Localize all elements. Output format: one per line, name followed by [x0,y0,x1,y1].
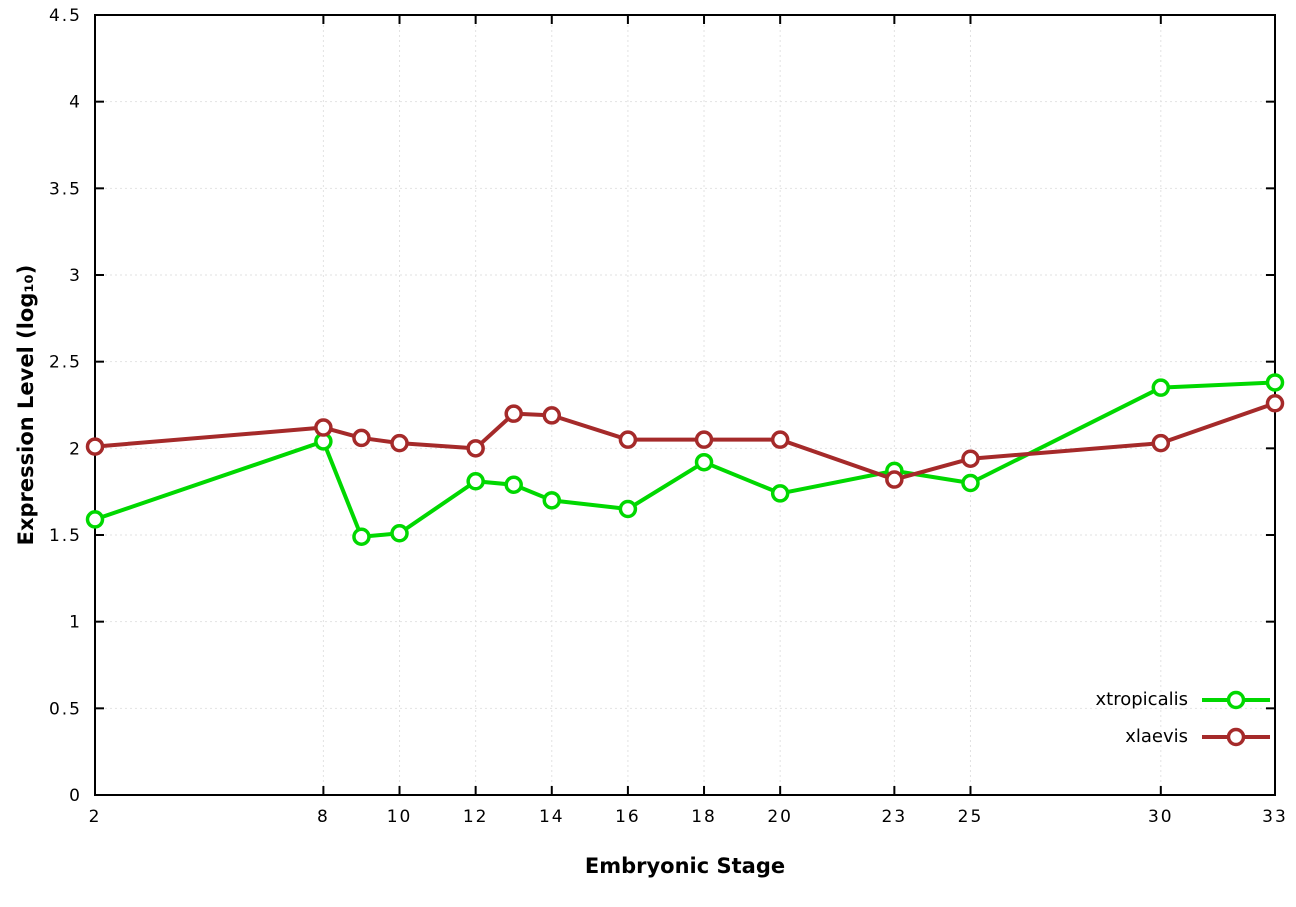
svg-text:30: 30 [1148,807,1174,827]
svg-text:20: 20 [767,807,793,827]
svg-text:12: 12 [463,807,489,827]
svg-text:10: 10 [387,807,413,827]
legend-item-xtropicalis: xtropicalis [1096,681,1272,718]
svg-text:3: 3 [69,266,82,286]
svg-text:2.5: 2.5 [49,353,82,373]
svg-text:2: 2 [89,807,102,827]
chart-legend: xtropicalis xlaevis [1096,681,1272,755]
svg-text:0: 0 [69,786,82,806]
svg-text:16: 16 [615,807,641,827]
svg-text:4: 4 [69,93,82,113]
svg-text:0.5: 0.5 [49,699,82,719]
legend-item-xlaevis: xlaevis [1096,718,1272,755]
svg-text:23: 23 [882,807,908,827]
svg-text:3.5: 3.5 [49,179,82,199]
svg-text:1.5: 1.5 [49,526,82,546]
svg-text:25: 25 [958,807,984,827]
legend-sample-xtropicalis [1202,690,1270,709]
svg-text:2: 2 [69,439,82,459]
y-axis-label: Expression Level (log₁₀) [14,264,38,546]
svg-text:4.5: 4.5 [49,6,82,26]
svg-text:33: 33 [1262,807,1288,827]
legend-sample-xlaevis [1202,727,1270,746]
legend-label-xlaevis: xlaevis [1125,726,1188,747]
legend-label-xtropicalis: xtropicalis [1095,689,1188,710]
x-axis-label: Embryonic Stage [584,854,786,878]
svg-text:18: 18 [691,807,717,827]
svg-text:8: 8 [317,807,330,827]
svg-text:1: 1 [69,613,82,633]
svg-text:14: 14 [539,807,565,827]
